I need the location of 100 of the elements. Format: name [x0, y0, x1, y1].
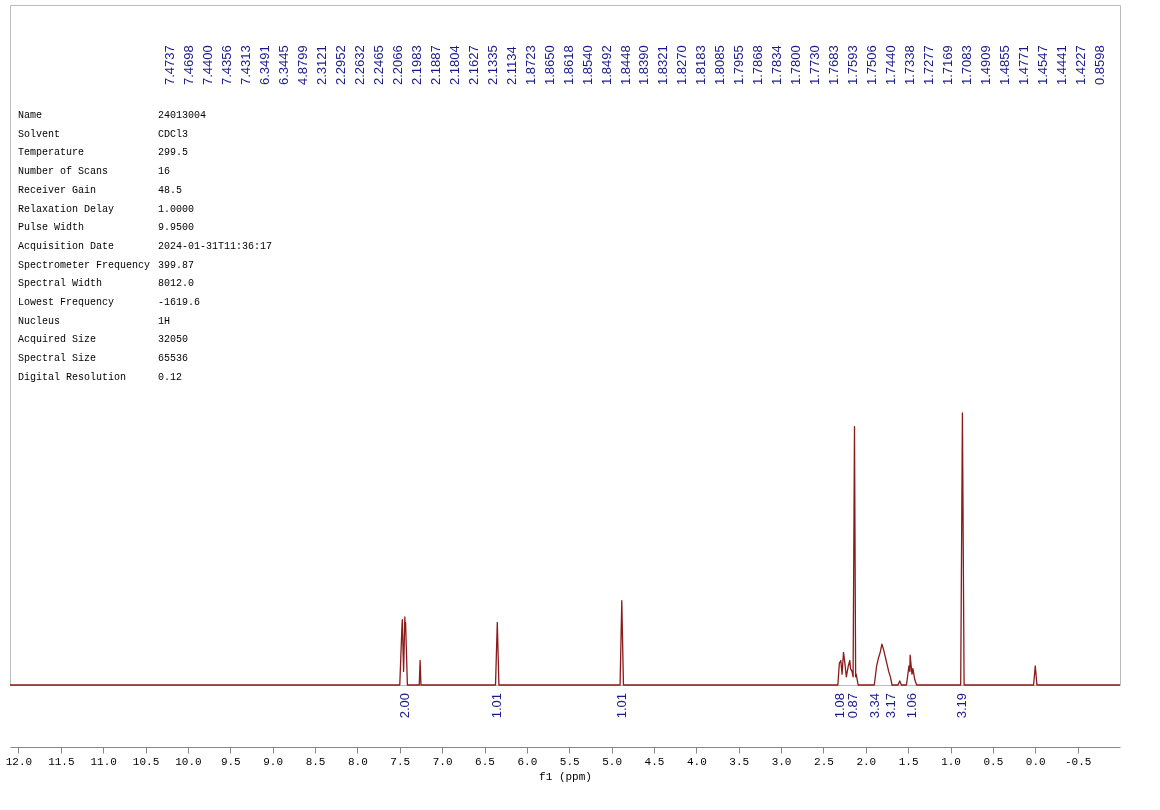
text: 1.8085 [712, 45, 728, 85]
text: 1.4547 [1035, 45, 1051, 85]
annotation: 0.87 [845, 693, 861, 719]
text: 2.1983 [408, 45, 424, 85]
text: 0.8598 [1092, 45, 1107, 85]
x-tick-label: 8.5 [305, 755, 326, 768]
x-tick-label: 7.5 [390, 755, 411, 768]
text: 299.5 [158, 147, 189, 159]
text: 7.4356 [218, 45, 234, 85]
text: 1.8492 [598, 45, 614, 85]
text: 7.4400 [199, 45, 215, 85]
text: 1.8540 [579, 45, 595, 85]
annotation: 1.01 [489, 693, 505, 719]
text: 1.4227 [1073, 45, 1089, 85]
text: 1.7834 [769, 45, 785, 85]
x-tick-label: 10.0 [175, 755, 202, 768]
x-tick-label: 5.5 [559, 755, 580, 768]
text: 1.7955 [731, 45, 747, 85]
x-tick-label: 9.5 [220, 755, 241, 768]
text: 1.7440 [883, 45, 899, 85]
text: Acquired Size [18, 334, 97, 346]
text: 399.87 [158, 259, 195, 271]
text: 1.7169 [940, 45, 956, 85]
text: 1.8270 [674, 45, 690, 85]
text: Relaxation Delay [18, 203, 115, 215]
text: 9.9500 [158, 222, 195, 234]
text: 7.4737 [162, 45, 177, 85]
text: 6.3445 [275, 45, 291, 85]
x-tick-label: 3.0 [771, 755, 792, 768]
text: 1.4441 [1054, 45, 1070, 85]
x-tick-label: 5.0 [602, 755, 623, 768]
x-tick-label: 1.5 [898, 755, 919, 768]
text: 2.3121 [313, 45, 329, 85]
text: 2.1887 [427, 45, 443, 85]
text: 6.3491 [256, 45, 272, 85]
text: 1.4909 [978, 45, 994, 85]
text: 1.7593 [845, 45, 861, 85]
x-tick-label: 2.0 [856, 755, 877, 768]
text: Spectral Size [18, 353, 97, 365]
text: 1.7083 [959, 45, 975, 85]
text: 1.0000 [158, 203, 195, 215]
text: 2.1804 [446, 45, 462, 85]
text: 1.8618 [560, 45, 576, 85]
text: 8012.0 [158, 278, 195, 290]
text: 1.8723 [522, 45, 538, 85]
annotation: 3.19 [954, 693, 970, 719]
text: Acquisition Date [18, 240, 115, 252]
text: Spectrometer Frequency [18, 259, 151, 271]
x-tick-label: 1.0 [941, 755, 961, 768]
text: 1.7277 [921, 45, 937, 85]
text: 1.7730 [807, 45, 823, 85]
text: 0.12 [158, 371, 183, 383]
annotation: 3.17 [883, 693, 899, 719]
text: Nucleus [18, 315, 61, 327]
text: 2.1134 [503, 46, 519, 85]
text: 1.7800 [788, 45, 804, 85]
x-tick-label: 7.0 [432, 755, 453, 768]
text: Pulse Width [18, 222, 85, 234]
text: Solvent [18, 128, 61, 140]
x-tick-label: 6.5 [475, 755, 495, 768]
text: Number of Scans [18, 166, 109, 178]
text: Name [18, 110, 43, 121]
x-tick-label: -0.5 [1064, 755, 1092, 768]
text: 2.2952 [332, 45, 348, 85]
text: 2024-01-31T11:36:17 [158, 240, 273, 252]
text: 16 [158, 166, 171, 178]
annotation: 1.06 [903, 693, 919, 719]
x-tick-label: 11.5 [48, 755, 75, 768]
x-tick-label: 8.0 [348, 755, 368, 768]
text: 2.1335 [484, 45, 500, 85]
x-tick-label: 12.0 [5, 755, 33, 768]
text: 1.7338 [902, 45, 918, 85]
text: 1.8650 [541, 45, 557, 85]
x-tick-label: 3.5 [729, 755, 750, 768]
text: 1.7868 [750, 45, 766, 85]
x-tick-label: 9.0 [263, 755, 284, 768]
text: 1.8448 [617, 45, 633, 85]
text: Receiver Gain [18, 184, 97, 196]
text: 2.2465 [370, 45, 386, 85]
text: 2.2632 [351, 45, 367, 85]
text: 4.8799 [294, 45, 310, 85]
text: 1.7506 [864, 45, 880, 85]
text: 1.8183 [693, 45, 709, 85]
text: 24013004 [158, 110, 207, 121]
x-tick-label: 11.0 [90, 755, 117, 768]
text: Spectral Width [18, 278, 103, 290]
annotation: 3.34 [867, 693, 883, 719]
text: 1.8390 [636, 45, 652, 85]
x-tick-label: 4.0 [686, 755, 707, 768]
x-tick-label: 2.5 [814, 755, 834, 768]
x-tick-label: 10.5 [132, 755, 160, 768]
text: CDCl3 [158, 128, 189, 140]
x-tick-label: 6.0 [517, 755, 538, 768]
text: Lowest Frequency [18, 297, 115, 308]
text: 2.2066 [389, 45, 405, 85]
text: 48.5 [158, 184, 183, 196]
text: 1.8321 [655, 45, 671, 85]
x-tick-label: 0.5 [983, 755, 1004, 768]
x-tick-label: 0.0 [1025, 755, 1046, 768]
annotation: 1.01 [613, 693, 629, 719]
